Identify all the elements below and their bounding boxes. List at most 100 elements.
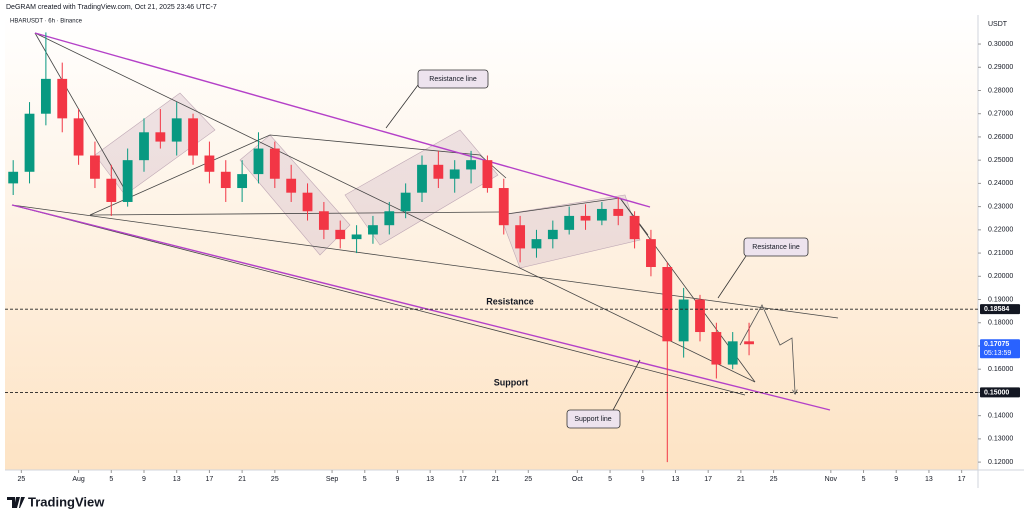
candle-body [220, 171, 231, 189]
y-tick-label: 0.30000 [988, 41, 1013, 48]
candle-body [482, 160, 493, 189]
x-tick-label: 17 [459, 476, 467, 483]
x-tick-label: Aug [72, 476, 85, 483]
trend-line [11, 204, 746, 396]
callouts: Resistance line Resistance line Support … [385, 69, 809, 429]
callout-pointer [385, 84, 419, 129]
candle-body [547, 229, 558, 240]
candle-body [695, 299, 705, 333]
candle-body [368, 225, 378, 235]
x-tick-label: 17 [206, 476, 214, 483]
candle-body [498, 188, 509, 226]
axis-unit: USDT [988, 21, 1008, 28]
x-tick-label: Oct [572, 476, 583, 483]
candle-body [678, 299, 689, 342]
y-tick-label: 0.27000 [988, 111, 1013, 118]
callout-text: Resistance line [752, 244, 800, 251]
last-price-label: 0.17075 [984, 341, 1009, 348]
candle-body [204, 155, 215, 172]
projection [739, 304, 795, 392]
x-tick-label: 17 [958, 476, 966, 483]
candle-body [269, 148, 280, 179]
candle-body [580, 215, 591, 221]
x-tick-label: 5 [608, 476, 612, 483]
candle-body [417, 164, 427, 193]
level-name: Resistance [486, 296, 534, 306]
x-tick-label: 5 [363, 476, 367, 483]
x-tick-label: 21 [492, 476, 500, 483]
level-label: 0.18584 [984, 306, 1009, 313]
logo-mark [7, 497, 25, 508]
x-tick-label: 9 [142, 476, 146, 483]
x-tick-label: Nov [825, 476, 838, 483]
candle-body [24, 113, 35, 172]
candle-body [727, 341, 738, 365]
countdown: 05:13:59 [984, 350, 1011, 357]
brand: TradingView [28, 494, 105, 509]
y-tick-label: 0.28000 [988, 87, 1013, 94]
y-tick-label: 0.13000 [988, 436, 1013, 443]
y-tick-label: 0.26000 [988, 134, 1013, 141]
trend-line [34, 32, 756, 383]
candle-body [515, 225, 526, 249]
y-tick-label: 0.25000 [988, 157, 1013, 164]
candle-body [318, 211, 329, 230]
level-name: Support [494, 377, 529, 387]
candle-body [744, 341, 754, 345]
candle-body [564, 215, 575, 230]
candle-body [400, 192, 411, 212]
x-tick-label: Sep [326, 476, 339, 483]
level-box [980, 304, 1020, 315]
x-tick-label: 5 [109, 476, 113, 483]
y-tick-label: 0.29000 [988, 64, 1013, 71]
y-tick-label: 0.20000 [988, 273, 1013, 280]
x-tick-label: 21 [737, 476, 745, 483]
symbol: HBARUSDT · 6h · Binance [10, 19, 83, 25]
candle-body [613, 208, 624, 216]
candle-body [155, 132, 166, 142]
candle-body [449, 169, 460, 179]
callout-pointer [717, 252, 749, 299]
candle-body [286, 178, 297, 193]
y-tick-label: 0.21000 [988, 250, 1013, 257]
support-trendline [11, 204, 831, 411]
candle-body [351, 234, 362, 240]
candle-body [171, 118, 182, 142]
candle-body [433, 164, 444, 179]
x-tick-label: 13 [672, 476, 680, 483]
candle-body [237, 174, 248, 189]
callout-text: Resistance line [429, 76, 477, 83]
x-tick-label: 9 [894, 476, 898, 483]
y-tick-label: 0.23000 [988, 203, 1013, 210]
candle-body [8, 171, 19, 184]
x-tick-label: 5 [862, 476, 866, 483]
plot-area [5, 15, 978, 470]
last-price-box [980, 339, 1020, 359]
candle-body [122, 160, 133, 202]
level-box [980, 387, 1020, 398]
x-tick-label: 21 [238, 476, 246, 483]
price-axis [978, 15, 1024, 470]
candle-body [40, 78, 51, 114]
callout-box [566, 409, 621, 429]
trend-line [34, 32, 126, 191]
y-tick-label: 0.19000 [988, 296, 1013, 303]
candle-body [466, 160, 476, 170]
candle-body [73, 118, 84, 156]
candle-body [662, 267, 673, 342]
callout-text: Support line [574, 416, 611, 423]
candles [8, 32, 754, 463]
y-tick-label: 0.16000 [988, 366, 1013, 373]
y-tick-label: 0.24000 [988, 180, 1013, 187]
candle-body [711, 332, 722, 365]
x-tick-label: 25 [524, 476, 532, 483]
callout-pointer [611, 359, 641, 413]
callout-box [743, 237, 809, 257]
trend-line [89, 134, 507, 216]
candle-body [596, 208, 607, 221]
x-tick-label: 17 [704, 476, 712, 483]
x-tick-label: 13 [925, 476, 933, 483]
x-tick-label: 9 [641, 476, 645, 483]
y-tick-label: 0.18000 [988, 320, 1013, 327]
